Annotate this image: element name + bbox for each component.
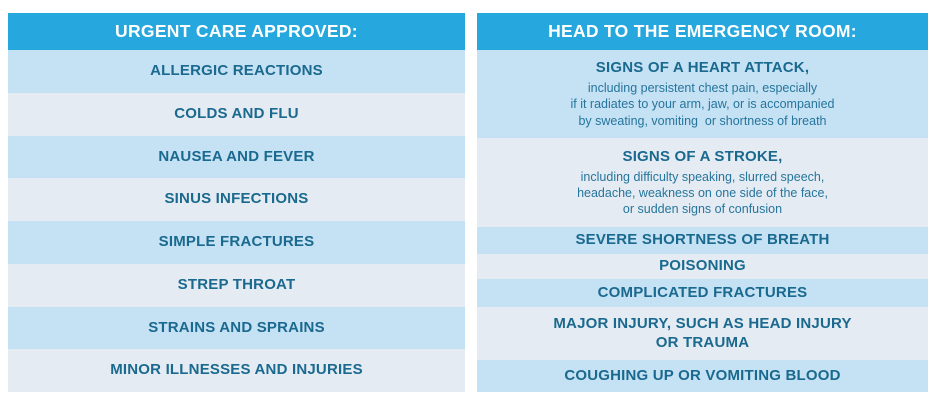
- emergency-room-item: COUGHING UP OR VOMITING BLOOD: [477, 360, 928, 392]
- item-label: MAJOR INJURY, SUCH AS HEAD INJURY OR TRA…: [553, 314, 852, 351]
- item-label: NAUSEA AND FEVER: [158, 147, 315, 165]
- urgent-care-item: ALLERGIC REACTIONS: [8, 50, 465, 93]
- emergency-room-item: SIGNS OF A HEART ATTACK, including persis…: [477, 50, 928, 138]
- item-label: STREP THROAT: [177, 275, 296, 293]
- emergency-room-item: SIGNS OF A STROKE, including difficulty s…: [477, 138, 928, 227]
- emergency-room-item: COMPLICATED FRACTURES: [477, 279, 928, 307]
- emergency-room-item: POISONING: [477, 254, 928, 279]
- item-label: COUGHING UP OR VOMITING BLOOD: [564, 366, 841, 384]
- emergency-room-item: MAJOR INJURY, SUCH AS HEAD INJURY OR TRA…: [477, 307, 928, 360]
- item-detail: including difficulty speaking, slurred s…: [577, 169, 828, 217]
- urgent-care-item: NAUSEA AND FEVER: [8, 135, 465, 179]
- urgent-care-column: URGENT CARE APPROVED: ALLERGIC REACTIONS…: [8, 13, 465, 392]
- urgent-care-item: COLDS AND FLU: [8, 92, 465, 136]
- item-label: ALLERGIC REACTIONS: [150, 62, 323, 79]
- item-label: STRAINS AND SPRAINS: [148, 318, 325, 336]
- urgent-care-rows: ALLERGIC REACTIONS COLDS AND FLU NAUSEA AN…: [8, 50, 465, 392]
- urgent-care-item: STREP THROAT: [8, 263, 465, 307]
- urgent-care-item: STRAINS AND SPRAINS: [8, 306, 465, 350]
- item-label: COLDS AND FLU: [174, 104, 299, 122]
- urgent-care-item: SIMPLE FRACTURES: [8, 221, 465, 264]
- emergency-room-header: HEAD TO THE EMERGENCY ROOM:: [477, 13, 928, 50]
- item-label: SIGNS OF A HEART ATTACK,: [595, 59, 810, 77]
- emergency-room-column: HEAD TO THE EMERGENCY ROOM: SIGNS OF A H…: [477, 13, 928, 392]
- emergency-room-rows: SIGNS OF A HEART ATTACK, including persis…: [477, 50, 928, 392]
- item-label: SIGNS OF A STROKE,: [622, 147, 783, 165]
- item-detail: including persistent chest pain, especia…: [570, 81, 835, 128]
- urgent-care-item: MINOR ILLNESSES AND INJURIES: [8, 349, 465, 392]
- item-label: SIMPLE FRACTURES: [158, 233, 315, 250]
- emergency-room-item: SEVERE SHORTNESS OF BREATH: [477, 227, 928, 254]
- item-label: COMPLICATED FRACTURES: [597, 283, 808, 301]
- urgent-care-item: SINUS INFECTIONS: [8, 178, 465, 221]
- item-label: POISONING: [659, 257, 746, 275]
- item-label: SINUS INFECTIONS: [164, 190, 309, 208]
- item-label: SEVERE SHORTNESS OF BREATH: [575, 231, 830, 249]
- urgent-care-header: URGENT CARE APPROVED:: [8, 13, 465, 50]
- item-label: MINOR ILLNESSES AND INJURIES: [110, 361, 363, 379]
